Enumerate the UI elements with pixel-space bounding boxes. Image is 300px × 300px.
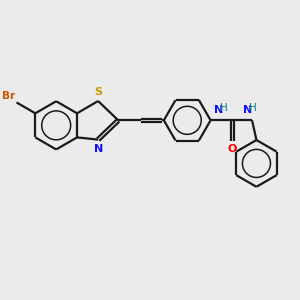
Text: H: H xyxy=(249,103,257,113)
Text: O: O xyxy=(228,144,237,154)
Text: Br: Br xyxy=(2,91,15,101)
Text: H: H xyxy=(220,103,228,113)
Text: N: N xyxy=(243,105,252,115)
Text: N: N xyxy=(214,105,223,115)
Text: S: S xyxy=(94,87,103,97)
Text: N: N xyxy=(94,144,104,154)
